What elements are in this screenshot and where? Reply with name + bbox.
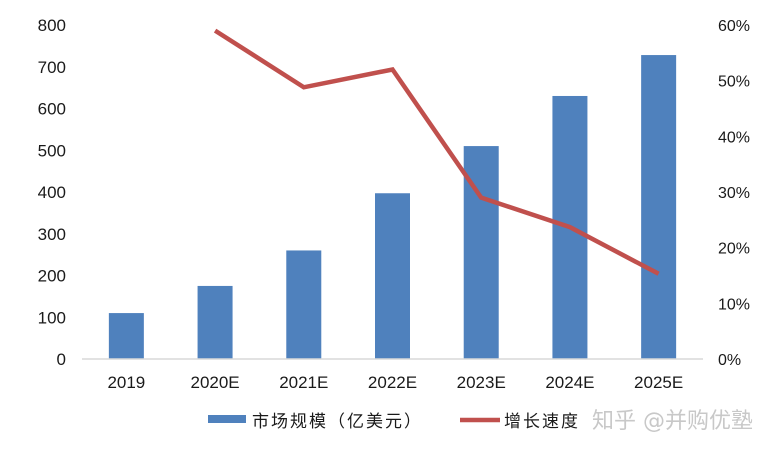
- bar-series-market-size: [108, 55, 677, 360]
- right-axis-tick-label: 20%: [718, 241, 750, 258]
- legend-item-growth-rate: 增长速度: [460, 412, 580, 432]
- legend-bar-swatch: [208, 415, 246, 423]
- left-axis-ticks: 0 100 200 300 400 500 600 700 800: [38, 16, 66, 369]
- x-axis-ticks: 2019 2020E 2021E 2022E 2023E 2024E 2025E: [107, 373, 683, 392]
- right-axis-ticks: 0% 10% 20% 30% 40% 50% 60%: [718, 18, 750, 369]
- line-series-growth-rate: [213, 28, 660, 276]
- right-axis-tick-label: 10%: [718, 296, 750, 313]
- x-axis-tick-label: 2023E: [457, 373, 506, 392]
- left-axis-tick-label: 800: [38, 16, 66, 35]
- bar: [197, 285, 233, 359]
- x-axis-tick-label: 2025E: [634, 373, 683, 392]
- legend-bar-label: 市场规模（亿美元）: [252, 412, 423, 432]
- x-axis-tick-label: 2019: [107, 373, 145, 392]
- x-axis-tick-label: 2020E: [190, 373, 239, 392]
- bar: [375, 193, 410, 359]
- left-axis-tick-label: 600: [38, 100, 66, 119]
- watermark: 知乎 @并购优塾: [592, 409, 753, 434]
- right-axis-tick-label: 40%: [718, 129, 750, 146]
- right-axis-tick-label: 30%: [718, 185, 750, 202]
- right-axis-tick-label: 0%: [718, 352, 741, 369]
- bar: [108, 313, 144, 359]
- bar: [286, 250, 322, 359]
- left-axis-tick-label: 700: [38, 58, 66, 77]
- left-axis-tick-label: 200: [38, 267, 66, 286]
- left-axis-tick-label: 500: [38, 141, 66, 160]
- left-axis-tick-label: 300: [38, 225, 66, 244]
- legend-item-market-size: 市场规模（亿美元）: [208, 412, 423, 432]
- right-axis-tick-label: 50%: [718, 74, 750, 91]
- x-axis-tick-label: 2021E: [279, 373, 328, 392]
- right-axis-tick-label: 60%: [718, 18, 750, 35]
- bar: [641, 55, 677, 360]
- legend-line-label: 增长速度: [504, 412, 580, 432]
- left-axis-tick-label: 400: [38, 183, 66, 202]
- x-axis-tick-label: 2024E: [545, 373, 594, 392]
- x-axis-tick-label: 2022E: [368, 373, 417, 392]
- left-axis-tick-label: 0: [57, 350, 66, 369]
- left-axis-tick-label: 100: [38, 308, 66, 327]
- legend: 市场规模（亿美元） 增长速度: [208, 412, 580, 432]
